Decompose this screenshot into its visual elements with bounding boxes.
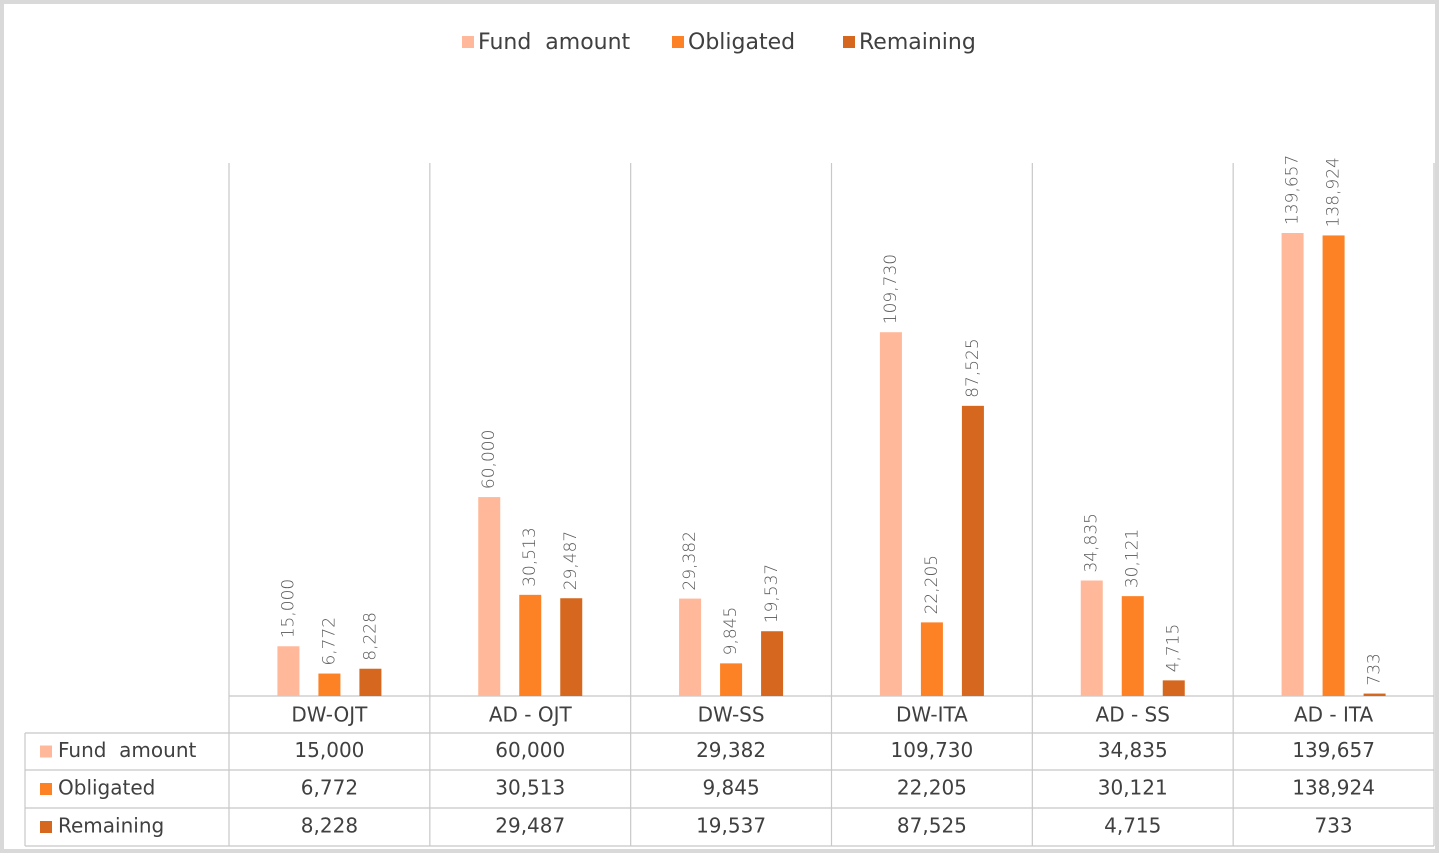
table-cell: 29,382 (696, 738, 766, 762)
data-label: 8,228 (360, 612, 380, 661)
chart-background (4, 4, 1435, 849)
x-tick-label: DW-SS (698, 703, 765, 727)
x-tick-label: DW-ITA (896, 703, 968, 727)
table-row-label: Fund amount (58, 738, 196, 762)
table-legend-swatch (40, 821, 52, 833)
data-label: 60,000 (479, 430, 499, 489)
bar (519, 594, 542, 696)
table-cell: 4,715 (1104, 814, 1161, 838)
table-cell: 733 (1314, 814, 1352, 838)
table-cell: 6,772 (301, 776, 358, 800)
legend-label: Fund amount (478, 30, 631, 55)
table-cell: 30,513 (495, 776, 565, 800)
bar (1080, 580, 1103, 696)
data-label: 138,924 (1324, 157, 1344, 227)
data-label: 87,525 (963, 338, 983, 397)
table-cell: 139,657 (1292, 738, 1375, 762)
x-tick-label: AD - SS (1096, 703, 1170, 727)
table-cell: 8,228 (301, 814, 358, 838)
data-label: 9,845 (721, 607, 741, 656)
data-label: 19,537 (762, 564, 782, 623)
table-cell: 109,730 (891, 738, 974, 762)
table-cell: 30,121 (1098, 776, 1168, 800)
table-cell: 22,205 (897, 776, 967, 800)
bar (1162, 680, 1185, 696)
table-cell: 87,525 (897, 814, 967, 838)
data-label: 30,513 (520, 527, 540, 586)
data-label: 15,000 (278, 579, 298, 638)
bar (359, 668, 382, 696)
x-tick-label: AD - OJT (489, 703, 573, 727)
data-label: 6,772 (319, 617, 339, 666)
data-label: 30,121 (1123, 529, 1143, 588)
data-label: 29,487 (561, 531, 581, 590)
data-label: 109,730 (881, 254, 901, 324)
bar (920, 622, 943, 696)
legend-swatch (672, 36, 684, 48)
legend-label: Obligated (688, 30, 795, 55)
legend-label: Remaining (859, 30, 976, 55)
bar (879, 332, 902, 696)
bar (720, 663, 743, 696)
table-legend-swatch (40, 783, 52, 795)
table-cell: 19,537 (696, 814, 766, 838)
bar (761, 631, 784, 696)
bar (1322, 235, 1345, 696)
x-tick-label: AD - ITA (1294, 703, 1374, 727)
table-cell: 138,924 (1292, 776, 1375, 800)
legend-swatch (843, 36, 855, 48)
bar (679, 598, 702, 696)
table-cell: 15,000 (294, 738, 364, 762)
data-label: 4,715 (1164, 624, 1184, 673)
data-label: 139,657 (1283, 155, 1303, 225)
table-cell: 60,000 (495, 738, 565, 762)
table-row-label: Obligated (58, 776, 155, 800)
data-label: 22,205 (922, 555, 942, 614)
bar (478, 497, 501, 696)
table-legend-swatch (40, 745, 52, 758)
bar (277, 646, 300, 696)
table-cell: 9,845 (702, 776, 759, 800)
x-tick-label: DW-OJT (291, 703, 368, 727)
bar (560, 598, 583, 696)
table-cell: 29,487 (495, 814, 565, 838)
legend-swatch (462, 36, 474, 48)
bar (1281, 233, 1304, 696)
bar (1363, 693, 1386, 696)
bar (1121, 596, 1144, 696)
table-cell: 34,835 (1098, 738, 1168, 762)
data-label: 733 (1365, 653, 1385, 685)
data-label: 34,835 (1082, 513, 1102, 572)
bar (961, 405, 984, 696)
data-label: 29,382 (680, 531, 700, 590)
bar (318, 673, 341, 696)
table-row-label: Remaining (58, 814, 164, 838)
